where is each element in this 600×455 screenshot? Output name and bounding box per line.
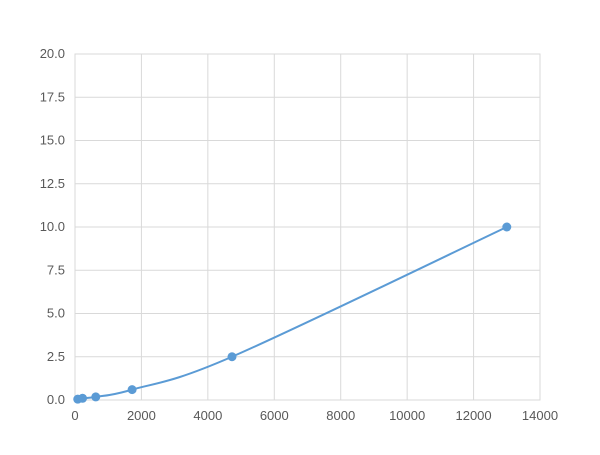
x-tick-label: 4000 [193,408,222,423]
y-tick-label: 12.5 [40,176,65,191]
x-tick-label: 8000 [326,408,355,423]
x-tick-label: 6000 [260,408,289,423]
y-tick-label: 17.5 [40,89,65,104]
x-tick-label: 12000 [455,408,491,423]
x-tick-label: 0 [71,408,78,423]
y-tick-label: 0.0 [47,392,65,407]
y-tick-label: 20.0 [40,46,65,61]
y-tick-label: 5.0 [47,306,65,321]
x-tick-label: 14000 [522,408,558,423]
y-tick-label: 7.5 [47,262,65,277]
data-point [127,385,137,395]
y-tick-label: 2.5 [47,349,65,364]
data-point [78,393,88,403]
plot-border [74,53,541,401]
data-point [91,392,101,402]
x-tick-label: 2000 [127,408,156,423]
data-point [502,222,512,232]
y-tick-label: 15.0 [40,133,65,148]
data-point [227,352,237,362]
y-tick-label: 10.0 [40,219,65,234]
x-tick-label: 10000 [389,408,425,423]
